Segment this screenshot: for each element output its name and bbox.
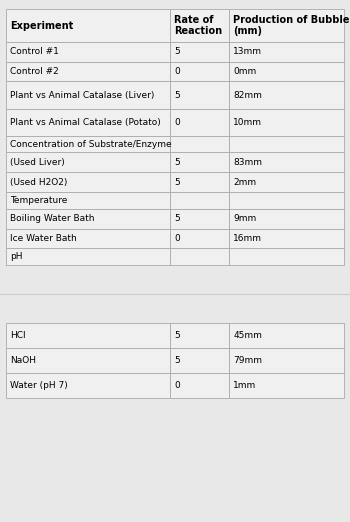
- Bar: [170, 9, 229, 42]
- Bar: [6, 62, 170, 81]
- Bar: [229, 172, 344, 192]
- Text: 0: 0: [174, 117, 180, 127]
- Text: Rate of
Reaction: Rate of Reaction: [174, 15, 222, 37]
- Text: 79mm: 79mm: [233, 355, 262, 365]
- Bar: [170, 172, 229, 192]
- Text: 82mm: 82mm: [233, 90, 262, 100]
- Bar: [229, 109, 344, 136]
- Bar: [6, 229, 170, 248]
- Text: 5: 5: [174, 158, 180, 167]
- Bar: [229, 348, 344, 373]
- Text: Boiling Water Bath: Boiling Water Bath: [10, 214, 95, 223]
- Text: 5: 5: [174, 177, 180, 187]
- Text: Experiment: Experiment: [10, 20, 74, 31]
- Bar: [170, 109, 229, 136]
- Text: (Used Liver): (Used Liver): [10, 158, 65, 167]
- Text: 10mm: 10mm: [233, 117, 262, 127]
- Bar: [6, 81, 170, 109]
- Text: Ice Water Bath: Ice Water Bath: [10, 234, 77, 243]
- Bar: [170, 81, 229, 109]
- Bar: [229, 42, 344, 62]
- Bar: [170, 136, 229, 152]
- Bar: [229, 373, 344, 398]
- Bar: [6, 9, 170, 42]
- Text: NaOH: NaOH: [10, 355, 36, 365]
- Bar: [229, 248, 344, 265]
- Text: 45mm: 45mm: [233, 330, 262, 340]
- Bar: [6, 373, 170, 398]
- Bar: [6, 152, 170, 172]
- Bar: [229, 136, 344, 152]
- Text: 0mm: 0mm: [233, 67, 257, 76]
- Bar: [170, 229, 229, 248]
- Text: 5: 5: [174, 330, 180, 340]
- Bar: [229, 323, 344, 348]
- Bar: [229, 9, 344, 42]
- Text: 5: 5: [174, 90, 180, 100]
- Text: 0: 0: [174, 67, 180, 76]
- Bar: [229, 192, 344, 209]
- Text: Production of Bubbles
(mm): Production of Bubbles (mm): [233, 15, 350, 37]
- Text: (Used H2O2): (Used H2O2): [10, 177, 68, 187]
- Text: Temperature: Temperature: [10, 196, 68, 205]
- Bar: [6, 42, 170, 62]
- Bar: [170, 209, 229, 229]
- Text: 0: 0: [174, 381, 180, 390]
- Text: pH: pH: [10, 252, 23, 262]
- Text: Control #1: Control #1: [10, 47, 60, 56]
- Text: 0: 0: [174, 234, 180, 243]
- Bar: [6, 209, 170, 229]
- Text: Water (pH 7): Water (pH 7): [10, 381, 68, 390]
- Bar: [6, 109, 170, 136]
- Bar: [170, 373, 229, 398]
- Bar: [170, 62, 229, 81]
- Text: 5: 5: [174, 214, 180, 223]
- Bar: [170, 323, 229, 348]
- Text: 9mm: 9mm: [233, 214, 257, 223]
- Text: 1mm: 1mm: [233, 381, 257, 390]
- Text: 5: 5: [174, 355, 180, 365]
- Text: Plant vs Animal Catalase (Liver): Plant vs Animal Catalase (Liver): [10, 90, 155, 100]
- Text: Control #2: Control #2: [10, 67, 59, 76]
- Text: 2mm: 2mm: [233, 177, 256, 187]
- Bar: [229, 81, 344, 109]
- Bar: [6, 136, 170, 152]
- Text: 13mm: 13mm: [233, 47, 262, 56]
- Bar: [170, 152, 229, 172]
- Bar: [6, 348, 170, 373]
- Bar: [229, 209, 344, 229]
- Bar: [6, 323, 170, 348]
- Bar: [229, 62, 344, 81]
- Text: Plant vs Animal Catalase (Potato): Plant vs Animal Catalase (Potato): [10, 117, 161, 127]
- Text: 16mm: 16mm: [233, 234, 262, 243]
- Text: HCl: HCl: [10, 330, 26, 340]
- Bar: [229, 152, 344, 172]
- Bar: [170, 248, 229, 265]
- Bar: [170, 348, 229, 373]
- Text: Concentration of Substrate/Enzyme: Concentration of Substrate/Enzyme: [10, 139, 172, 149]
- Text: 5: 5: [174, 47, 180, 56]
- Bar: [229, 229, 344, 248]
- Text: 83mm: 83mm: [233, 158, 262, 167]
- Bar: [6, 248, 170, 265]
- Bar: [170, 192, 229, 209]
- Bar: [6, 192, 170, 209]
- Bar: [170, 42, 229, 62]
- Bar: [6, 172, 170, 192]
